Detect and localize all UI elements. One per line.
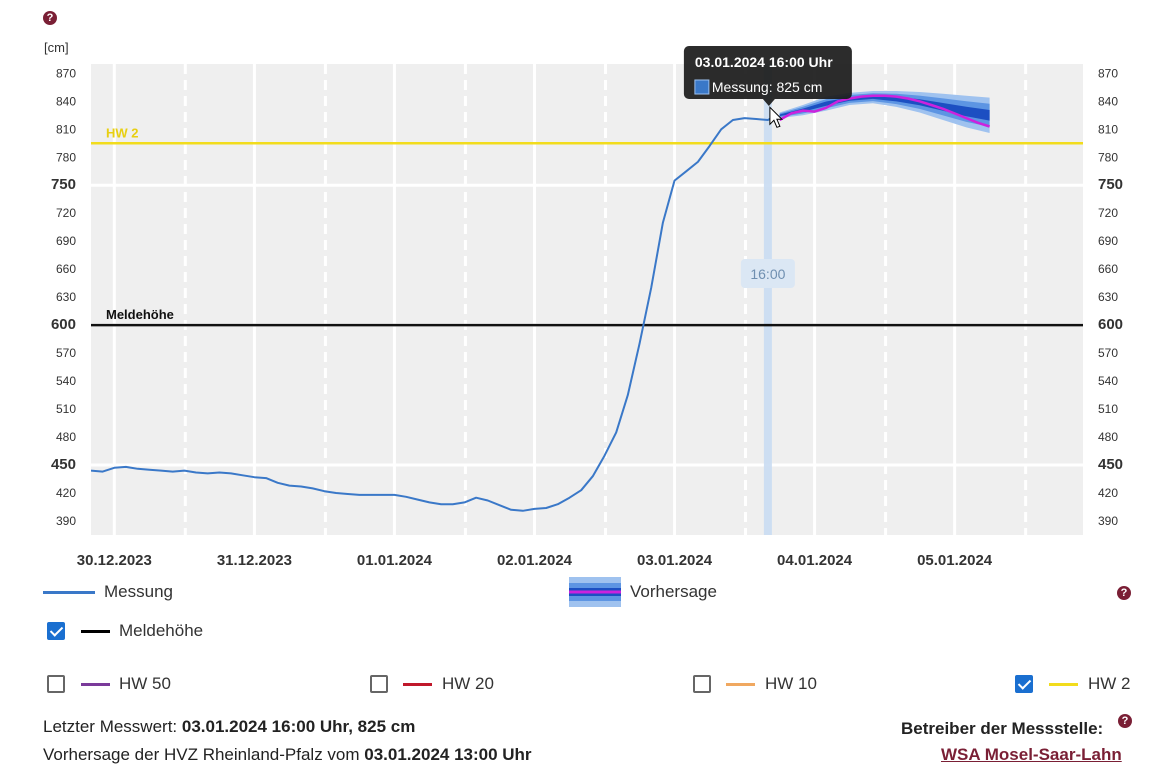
y-tick-label-right: 630	[1098, 290, 1118, 304]
y-tick-label-right: 810	[1098, 122, 1118, 136]
tooltip-box	[683, 46, 852, 106]
y-tick-label-left: 450	[51, 456, 76, 473]
operator-label: Betreiber der Messstelle:	[901, 719, 1103, 739]
y-tick-label-right: 540	[1098, 374, 1118, 388]
cursor-time-label: 16:00	[750, 266, 785, 282]
last-measurement-value: 03.01.2024 16:00 Uhr, 825 cm	[181, 717, 416, 736]
operator-link-wrap: WSA Mosel-Saar-Lahn	[941, 745, 1122, 765]
legend-hw20-line	[403, 683, 432, 686]
reference-line-label: Meldehöhe	[106, 307, 174, 322]
y-tick-label-left: 390	[56, 514, 76, 528]
x-tick-label: 31.12.2023	[217, 552, 292, 569]
forecast-band-inner	[779, 95, 990, 121]
legend-hw50-line	[81, 683, 110, 686]
forecast-info-value: 03.01.2024 13:00 Uhr	[364, 745, 532, 764]
y-tick-label-right: 840	[1098, 94, 1118, 108]
last-measurement: Letzter Messwert: 03.01.2024 16:00 Uhr, …	[43, 717, 415, 737]
x-tick-label: 30.12.2023	[77, 552, 152, 569]
legend-messung-line	[43, 591, 95, 594]
y-tick-label-right: 570	[1098, 346, 1118, 360]
x-tick-label: 04.01.2024	[777, 552, 853, 569]
operator-link[interactable]: WSA Mosel-Saar-Lahn	[941, 745, 1122, 764]
tooltip-series-swatch	[694, 79, 710, 95]
y-tick-label-right: 660	[1098, 262, 1118, 276]
y-tick-label-right: 720	[1098, 206, 1118, 220]
legend-hw2-label[interactable]: HW 2	[1088, 674, 1131, 693]
y-tick-label-right: 870	[1098, 66, 1118, 80]
hw50-checkbox[interactable]	[47, 675, 65, 693]
legend-hw10-label[interactable]: HW 10	[765, 674, 817, 693]
hw20-checkbox[interactable]	[370, 675, 388, 693]
y-tick-label-right: 510	[1098, 402, 1118, 416]
last-measurement-label: Letzter Messwert:	[43, 717, 182, 736]
y-tick-label-left: 420	[56, 486, 76, 500]
legend-messung-label[interactable]: Messung	[104, 582, 173, 601]
y-tick-label-left: 810	[56, 122, 76, 136]
reference-line-label: HW 2	[106, 125, 139, 140]
forecast-info-label: Vorhersage der HVZ Rheinland-Pfalz vom	[43, 745, 365, 764]
y-tick-label-right: 750	[1098, 176, 1123, 193]
hw2-checkbox[interactable]	[1015, 675, 1033, 693]
x-tick-label: 05.01.2024	[917, 552, 993, 569]
legend-meldehoehe-label[interactable]: Meldehöhe	[119, 621, 204, 640]
y-tick-label-left: 690	[56, 234, 76, 248]
water-level-chart: 390 390 420 420 450 450 480 480 510 510 540 540 570 5…	[44, 40, 1123, 569]
y-tick-label-right: 420	[1098, 486, 1118, 500]
legend-hw20-label[interactable]: HW 20	[442, 674, 494, 693]
y-tick-label-left: 600	[51, 316, 76, 333]
y-tick-label-right: 390	[1098, 514, 1118, 528]
y-tick-label-left: 570	[56, 346, 76, 360]
y-tick-label-left: 480	[56, 430, 76, 444]
legend-vorhersage-label[interactable]: Vorhersage	[630, 582, 717, 601]
legend-hw10-line	[726, 683, 755, 686]
tooltip-text: Messung: 825 cm	[712, 79, 823, 95]
chart-help-icon[interactable]: ?	[43, 11, 57, 25]
meldehoehe-checkbox[interactable]	[47, 622, 65, 640]
y-tick-label-right: 600	[1098, 316, 1123, 333]
y-tick-label-right: 480	[1098, 430, 1118, 444]
y-tick-label-left: 870	[56, 66, 76, 80]
operator-help-icon[interactable]: ?	[1118, 714, 1132, 728]
hw10-checkbox[interactable]	[693, 675, 711, 693]
y-tick-label-left: 750	[51, 176, 76, 193]
series-line	[91, 114, 778, 512]
y-tick-label-left: 840	[56, 94, 76, 108]
y-tick-label-right: 780	[1098, 150, 1118, 164]
y-tick-label-right: 690	[1098, 234, 1118, 248]
x-tick-label: 01.01.2024	[357, 552, 433, 569]
legend-vorhersage-swatch	[569, 577, 621, 607]
legend-help-icon[interactable]: ?	[1117, 586, 1131, 600]
tooltip-title: 03.01.2024 16:00 Uhr	[695, 54, 833, 70]
cursor-band	[763, 64, 772, 535]
legend-hw50-label[interactable]: HW 50	[119, 674, 171, 693]
y-tick-label-left: 630	[56, 290, 76, 304]
forecast-info: Vorhersage der HVZ Rheinland-Pfalz vom 0…	[43, 745, 532, 765]
y-tick-label-left: 720	[56, 206, 76, 220]
cursor-time-box	[740, 259, 795, 288]
y-tick-label-left: 540	[56, 374, 76, 388]
legend-hw2-line	[1049, 683, 1078, 686]
mouse-cursor-icon	[769, 106, 784, 128]
y-unit-label: [cm]	[44, 40, 69, 55]
y-tick-label-left: 510	[56, 402, 76, 416]
x-tick-label: 02.01.2024	[497, 552, 573, 569]
y-tick-label-left: 780	[56, 150, 76, 164]
operator-label-text: Betreiber der Messstelle:	[901, 719, 1104, 738]
y-tick-label-right: 450	[1098, 456, 1123, 473]
x-tick-label: 03.01.2024	[637, 552, 713, 569]
y-tick-label-left: 660	[56, 262, 76, 276]
series-line	[778, 94, 990, 128]
legend-meldehoehe-line	[81, 630, 110, 633]
